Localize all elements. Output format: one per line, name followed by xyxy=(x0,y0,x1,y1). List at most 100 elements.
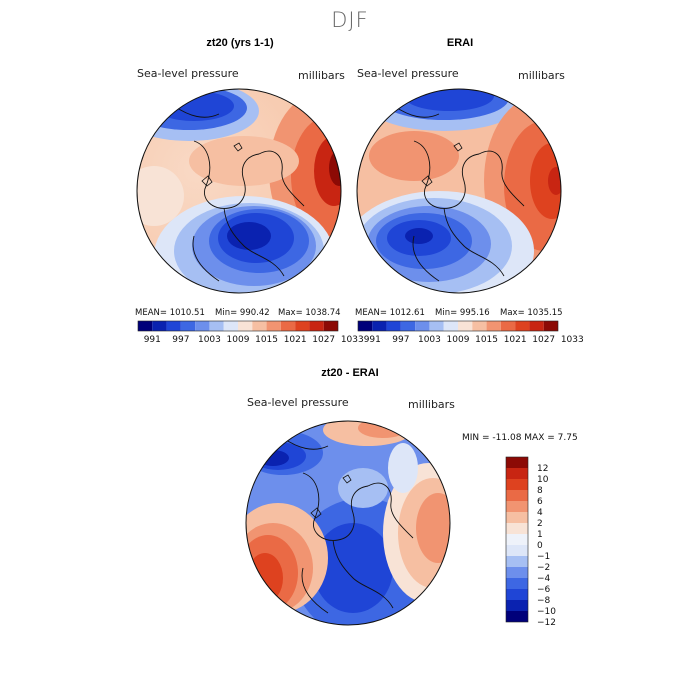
panel1-colorbar-tick-label: 1027 xyxy=(312,335,335,345)
panel1-colorbar-swatch xyxy=(223,321,238,331)
panel1-colorbar-swatch xyxy=(266,321,281,331)
panel2-units: millibars xyxy=(518,69,565,82)
panel3-colorbar-swatch xyxy=(506,578,528,589)
panel2-colorbar-swatch xyxy=(486,321,501,331)
panel1-max: Max= 1038.74 xyxy=(278,308,341,318)
panel1-colorbar-swatch xyxy=(180,321,196,331)
panel3-colorbar-tick-label: −8 xyxy=(537,596,551,606)
panel1-colorbar-swatch xyxy=(280,321,296,331)
panel2-variable: Sea-level pressure xyxy=(357,67,459,80)
panel1-colorbar-swatch xyxy=(295,321,310,331)
panel3-colorbar-swatch xyxy=(506,490,528,501)
panel2-colorbar-tick-label: 1033 xyxy=(561,335,584,345)
panel1-colorbar-swatch xyxy=(209,321,224,331)
panel2-colorbar-swatch xyxy=(543,321,558,331)
panel1-colorbar-frame xyxy=(137,320,339,332)
panel2-colorbar-tick-label: 1027 xyxy=(532,335,555,345)
panel3-range: MIN = -11.08 MAX = 7.75 xyxy=(462,433,578,443)
panel2-mean: MEAN= 1012.61 xyxy=(355,308,425,318)
panel3-colorbar-swatch xyxy=(506,556,528,567)
panel3-colorbar-tick-label: −6 xyxy=(537,585,551,595)
panel3-map xyxy=(245,420,451,626)
panel3-colorbar-tick-label: 6 xyxy=(537,497,543,507)
panel1-colorbar-tick-label: 997 xyxy=(172,335,189,345)
panel2-map xyxy=(356,88,562,294)
panel3-colorbar-swatch xyxy=(506,501,528,512)
panel1-colorbar-tick-label: 991 xyxy=(144,335,161,345)
figure-title: DJF xyxy=(331,8,369,32)
panel1-colorbar: 991 997 1003 1009 1015 1021 1027 1033 xyxy=(137,320,364,345)
panel3-colorbar-frame xyxy=(505,456,529,623)
panel2-colorbar-tick-label: 1021 xyxy=(504,335,527,345)
panel3-colorbar-tick-label: 8 xyxy=(537,486,543,496)
panel1-colorbar-swatch xyxy=(323,321,338,331)
panel2-colorbar-swatch xyxy=(472,321,487,331)
panel1-units: millibars xyxy=(298,69,345,82)
panel1-map xyxy=(136,88,342,294)
panel3-colorbar-tick-label: 1 xyxy=(537,530,543,540)
panel3-colorbar-tick-label: −2 xyxy=(537,563,550,573)
panel2-colorbar-tick-label: 1015 xyxy=(475,335,498,345)
panel3-colorbar-tick-label: 0 xyxy=(537,541,543,551)
panel2-min: Min= 995.16 xyxy=(435,308,490,318)
panel3-colorbar-swatch xyxy=(506,457,528,468)
panel1-colorbar-tick-label: 1003 xyxy=(198,335,221,345)
panel3-colorbar-tick-label: −1 xyxy=(537,552,550,562)
panel3-colorbar-tick-label: 4 xyxy=(537,508,543,518)
panel1-colorbar-tick-label: 1015 xyxy=(255,335,278,345)
panel2-colorbar-swatch xyxy=(443,321,458,331)
panel3-colorbar-swatch xyxy=(506,589,528,600)
panel3-colorbar-swatch xyxy=(506,611,528,622)
panel2-colorbar-frame xyxy=(357,320,559,332)
panel3-colorbar-swatch xyxy=(506,468,528,479)
panel3-colorbar-swatch xyxy=(506,512,528,523)
panel2-colorbar-swatch xyxy=(458,321,473,331)
panel2-title: ERAI xyxy=(446,37,474,49)
panel3-colorbar-tick-label: 2 xyxy=(537,519,543,529)
panel3-colorbar-swatch xyxy=(506,567,528,578)
panel1-colorbar-tick-label: 1021 xyxy=(284,335,307,345)
panel2-colorbar-tick-label: 1003 xyxy=(418,335,441,345)
panel1-colorbar-swatch xyxy=(252,321,267,331)
panel1-variable: Sea-level pressure xyxy=(137,67,239,80)
panel3-colorbar-swatch xyxy=(506,479,528,490)
panel2-colorbar-tick-label: 1009 xyxy=(447,335,470,345)
panel3-colorbar-tick-label: 10 xyxy=(537,475,549,485)
panel1-colorbar-swatch xyxy=(195,321,210,331)
panel3-title: zt20 - ERAI xyxy=(321,367,379,379)
panel1-colorbar-swatch xyxy=(152,321,167,331)
panel3-colorbar-swatch xyxy=(506,600,528,611)
panel1-mean: MEAN= 1010.51 xyxy=(135,308,205,318)
panel2-colorbar-swatch xyxy=(372,321,387,331)
panel3-colorbar-swatch xyxy=(506,534,528,545)
panel3-colorbar-tick-label: −10 xyxy=(537,607,556,617)
panel3-variable: Sea-level pressure xyxy=(247,396,349,409)
panel2-colorbar-swatch xyxy=(429,321,444,331)
panel2-colorbar-swatch xyxy=(415,321,430,331)
panel2-max: Max= 1035.15 xyxy=(500,308,563,318)
panel2-colorbar-swatch xyxy=(400,321,416,331)
panel2-colorbar-swatch xyxy=(386,321,401,331)
panel3-colorbar-tick-label: −4 xyxy=(537,574,551,584)
panel2-colorbar: 991 997 1003 1009 1015 1021 1027 1033 xyxy=(357,320,584,345)
panel1-title: zt20 (yrs 1-1) xyxy=(206,37,274,49)
panel2-colorbar-swatch xyxy=(515,321,530,331)
panel1-colorbar-tick-label: 1009 xyxy=(227,335,250,345)
panel1-colorbar-swatch xyxy=(309,321,324,331)
panel2-colorbar-tick-label: 991 xyxy=(364,335,381,345)
panel1-colorbar-swatch xyxy=(166,321,181,331)
panel3-colorbar-swatch xyxy=(506,545,528,556)
panel1-min: Min= 990.42 xyxy=(215,308,270,318)
panel1-colorbar-tick-label: 1033 xyxy=(341,335,364,345)
panel3-units: millibars xyxy=(408,398,455,411)
panel3-colorbar-tick-label: 12 xyxy=(537,464,548,474)
panel1-colorbar-swatch xyxy=(138,321,153,331)
panel3-colorbar-tick-label: −12 xyxy=(537,618,556,628)
panel2-colorbar-swatch xyxy=(529,321,544,331)
panel2-colorbar-tick-label: 997 xyxy=(392,335,409,345)
panel1-colorbar-swatch xyxy=(238,321,253,331)
panel2-colorbar-swatch xyxy=(358,321,373,331)
panel3-colorbar-swatch xyxy=(506,523,528,534)
panel2-colorbar-swatch xyxy=(500,321,516,331)
